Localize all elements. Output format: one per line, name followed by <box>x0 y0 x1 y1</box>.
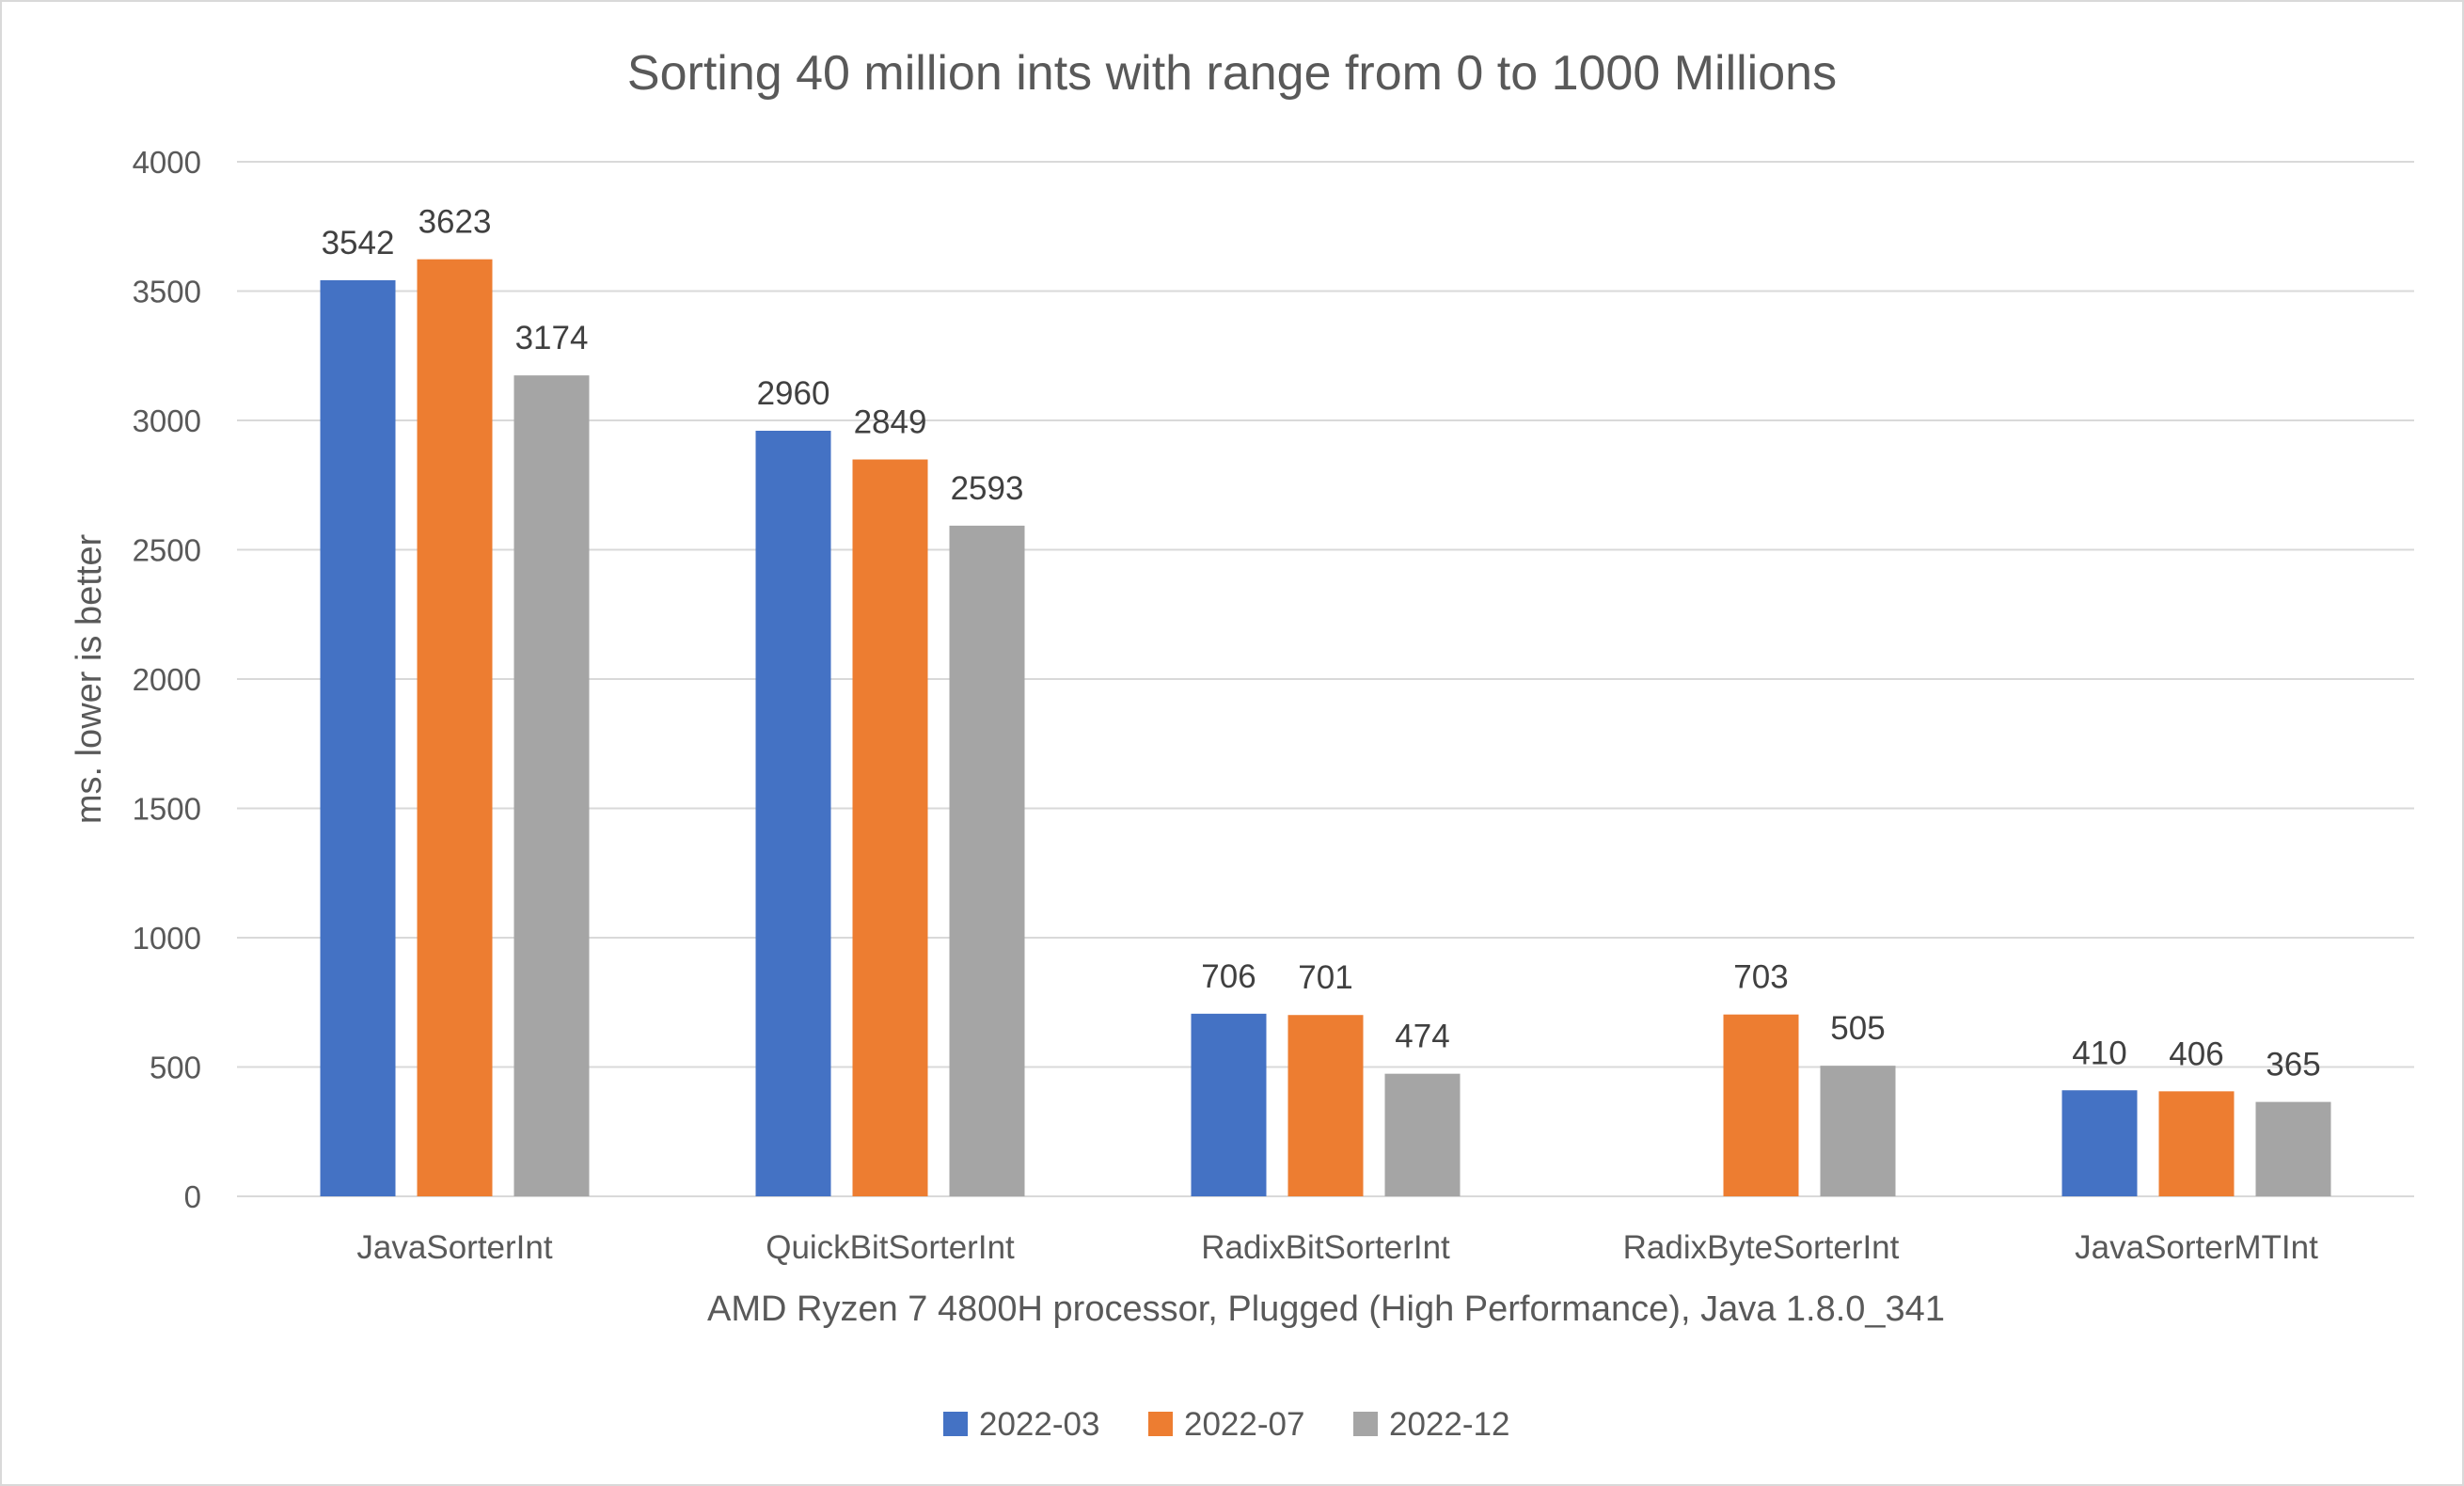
bar-2022-12-RadixBitSorterInt <box>1384 1073 1461 1196</box>
bar-2022-12-RadixByteSorterInt <box>1820 1066 1896 1196</box>
chart-title: Sorting 40 million ints with range from … <box>627 46 1837 101</box>
data-label: 706 <box>1201 958 1256 995</box>
x-axis-categories: JavaSorterInt QuickBitSorterInt RadixBitSo… <box>356 1229 2318 1266</box>
y-tick-label: 2000 <box>133 662 201 697</box>
data-label: 2960 <box>757 375 830 412</box>
x-category-label: JavaSorterMTInt <box>2075 1229 2318 1266</box>
data-label: 701 <box>1298 959 1352 996</box>
x-category-label: JavaSorterInt <box>356 1229 552 1266</box>
bar-2022-07-RadixByteSorterInt <box>1723 1014 1799 1196</box>
legend-label-2022-07: 2022-07 <box>1184 1406 1304 1443</box>
data-labels: 3542 3623 3174 2960 2849 2593 706 701 474 703 505 4… <box>322 204 2321 1083</box>
bar-2022-03-QuickBitSorterInt <box>755 431 831 1196</box>
y-tick-label: 1500 <box>133 792 201 827</box>
y-tick-label: 3500 <box>133 275 201 309</box>
data-label: 2849 <box>854 404 927 441</box>
data-label: 505 <box>1830 1010 1885 1047</box>
x-category-label: RadixBitSorterInt <box>1201 1229 1450 1266</box>
bar-2022-03-JavaSorterInt <box>320 279 396 1196</box>
bar-2022-03-JavaSorterMTInt <box>2061 1090 2138 1196</box>
y-tick-label: 0 <box>184 1179 201 1214</box>
bar-2022-07-QuickBitSorterInt <box>852 459 928 1196</box>
bar-2022-07-JavaSorterInt <box>417 259 493 1196</box>
bar-2022-12-QuickBitSorterInt <box>949 525 1025 1196</box>
y-tick-label: 1000 <box>133 921 201 956</box>
data-label: 410 <box>2072 1035 2126 1071</box>
x-category-label: RadixByteSorterInt <box>1623 1229 1900 1266</box>
x-axis-title: AMD Ryzen 7 4800H processor, Plugged (Hi… <box>707 1289 1945 1329</box>
data-label: 703 <box>1733 959 1788 996</box>
data-label: 3542 <box>322 225 395 261</box>
gridlines <box>237 161 2414 1197</box>
legend: 2022-03 2022-07 2022-12 <box>943 1406 1509 1443</box>
legend-swatch-2022-03 <box>943 1412 968 1436</box>
data-label: 406 <box>2169 1035 2223 1072</box>
bar-2022-07-RadixBitSorterInt <box>1287 1015 1364 1196</box>
bar-2022-07-JavaSorterMTInt <box>2158 1091 2235 1196</box>
data-label: 474 <box>1395 1019 1449 1055</box>
y-tick-label: 500 <box>150 1051 201 1085</box>
data-label: 3623 <box>419 204 492 241</box>
bar-2022-03-RadixBitSorterInt <box>1191 1013 1267 1196</box>
bar-2022-12-JavaSorterInt <box>513 375 590 1196</box>
y-tick-label: 2500 <box>133 533 201 568</box>
legend-swatch-2022-12 <box>1353 1412 1378 1436</box>
data-label: 2593 <box>951 470 1024 507</box>
x-category-label: QuickBitSorterInt <box>766 1229 1015 1266</box>
data-label: 3174 <box>515 320 589 356</box>
legend-swatch-2022-07 <box>1148 1412 1173 1436</box>
y-axis-ticks: 0 500 1000 1500 2000 2500 3000 3500 4000 <box>133 145 201 1214</box>
bars <box>320 259 2331 1196</box>
data-label: 365 <box>2266 1047 2320 1083</box>
y-tick-label: 3000 <box>133 403 201 438</box>
legend-label-2022-12: 2022-12 <box>1389 1406 1509 1443</box>
y-tick-label: 4000 <box>133 145 201 180</box>
legend-label-2022-03: 2022-03 <box>979 1406 1099 1443</box>
bar-2022-12-JavaSorterMTInt <box>2255 1101 2331 1196</box>
y-axis-title: ms. lower is better <box>70 534 109 825</box>
